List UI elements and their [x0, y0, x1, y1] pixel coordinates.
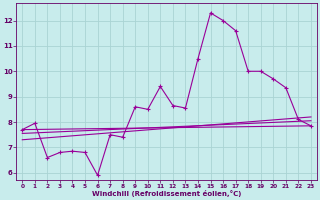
X-axis label: Windchill (Refroidissement éolien,°C): Windchill (Refroidissement éolien,°C): [92, 190, 241, 197]
